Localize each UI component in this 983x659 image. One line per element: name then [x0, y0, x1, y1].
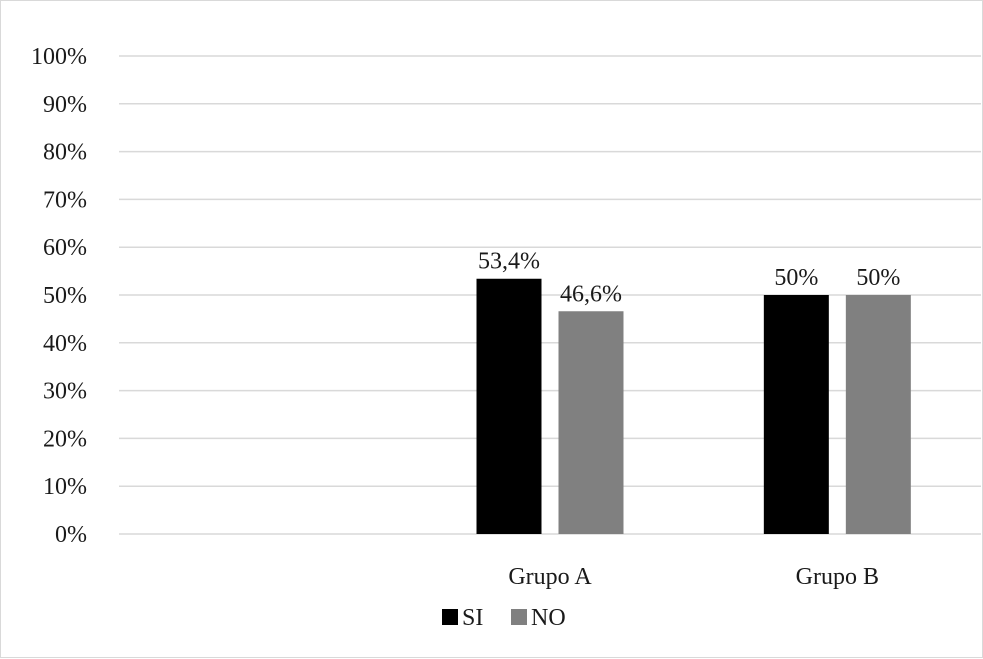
data-label: 53,4% [478, 249, 540, 275]
y-tick-label: 50% [43, 283, 87, 309]
gridlines [119, 55, 981, 535]
bars [476, 278, 911, 534]
data-label: 46,6% [560, 281, 622, 307]
category-label: Grupo B [796, 564, 879, 590]
y-tick-label: 20% [43, 426, 87, 452]
data-labels: 53,4% 46,6% 50% 50% [478, 249, 900, 308]
bar-si-grupo-a [476, 278, 542, 534]
legend-label-no: NO [531, 605, 566, 631]
legend-swatch-si [442, 609, 458, 625]
legend-label-si: SI [462, 605, 483, 631]
y-tick-label: 90% [43, 92, 87, 118]
legend: SI NO [442, 605, 566, 631]
y-tick-label: 0% [55, 522, 87, 548]
y-tick-label: 40% [43, 331, 87, 357]
y-tick-label: 30% [43, 379, 87, 405]
x-axis-category-labels: Grupo A Grupo B [508, 564, 879, 590]
y-tick-label: 100% [31, 44, 87, 70]
legend-swatch-no [511, 609, 527, 625]
bar-si-grupo-b [763, 295, 829, 534]
bar-no-grupo-a [558, 311, 624, 534]
bar-no-grupo-b [845, 295, 911, 534]
y-tick-label: 10% [43, 474, 87, 500]
data-label: 50% [856, 265, 900, 291]
y-axis-tick-labels: 0% 10% 20% 30% 40% 50% 60% 70% 80% 90% 100% [31, 44, 87, 548]
category-label: Grupo A [508, 564, 592, 590]
data-label: 50% [774, 265, 818, 291]
y-tick-label: 60% [43, 235, 87, 261]
y-tick-label: 80% [43, 140, 87, 166]
y-tick-label: 70% [43, 187, 87, 213]
